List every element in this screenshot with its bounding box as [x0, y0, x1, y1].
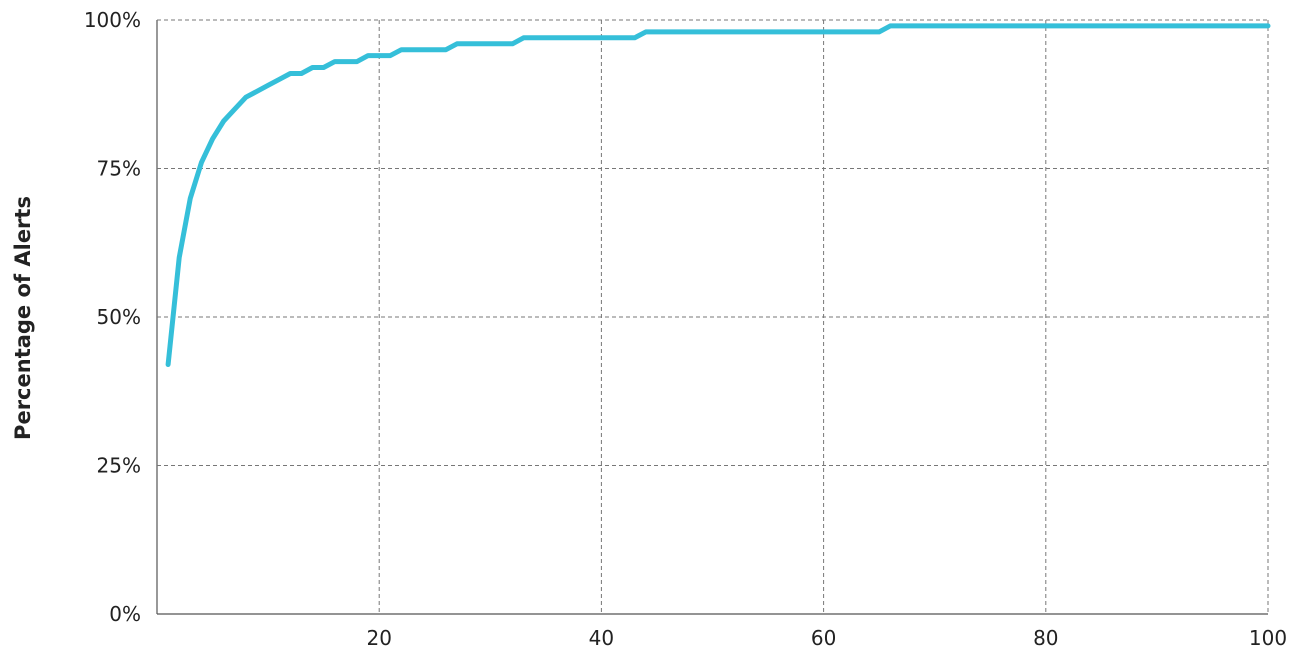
- x-tick-label: 80: [1033, 626, 1058, 648]
- x-tick-label: 20: [366, 626, 391, 648]
- y-tick-label: 100%: [84, 8, 141, 32]
- gridlines: [156, 19, 1269, 615]
- series-lines: [165, 23, 1271, 367]
- y-tick-labels: 0% 25% 50% 75% 100%: [84, 8, 141, 626]
- x-tick-labels: 20 40 60 80 100: [366, 626, 1287, 648]
- x-tick-label: 40: [589, 626, 614, 648]
- y-tick-label: 75%: [97, 157, 141, 181]
- y-tick-label: 50%: [97, 305, 141, 329]
- x-tick-label: 100: [1249, 626, 1287, 648]
- series-line: [165, 23, 1271, 367]
- x-tick-label: 60: [811, 626, 836, 648]
- y-tick-label: 25%: [97, 454, 141, 478]
- y-tick-label: 0%: [109, 602, 141, 626]
- y-axis-title: Percentage of Alerts: [11, 196, 35, 440]
